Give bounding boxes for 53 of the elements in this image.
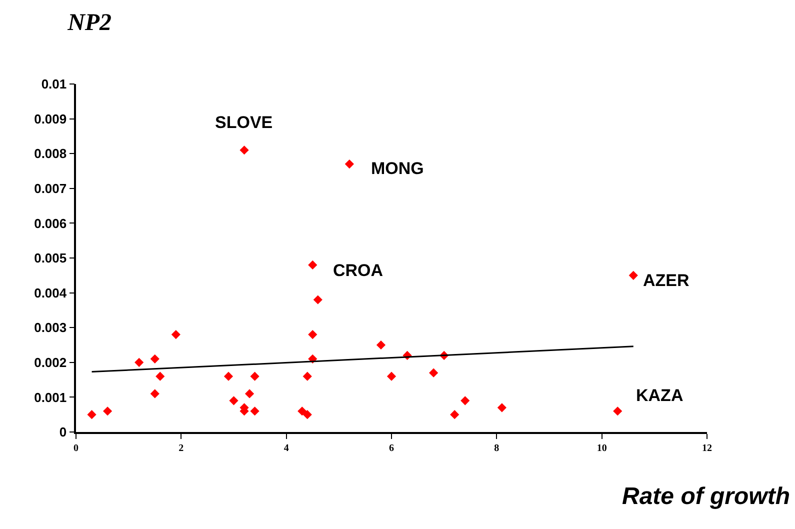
point bbox=[497, 403, 506, 412]
point bbox=[344, 159, 354, 169]
point bbox=[250, 406, 260, 416]
annotation: AZER bbox=[643, 271, 690, 290]
point bbox=[308, 330, 318, 340]
point bbox=[302, 372, 312, 381]
x-tick-label: 6 bbox=[389, 442, 394, 454]
y-tick-label: 0.007 bbox=[34, 180, 67, 196]
y-tick-label: 0.008 bbox=[34, 146, 67, 162]
annotation: KAZA bbox=[636, 386, 684, 405]
point bbox=[171, 330, 180, 340]
annotation: MONG bbox=[371, 159, 424, 178]
point bbox=[244, 389, 254, 398]
y-tick-label: 0.003 bbox=[34, 320, 67, 336]
point bbox=[429, 368, 438, 378]
point bbox=[460, 396, 470, 406]
point bbox=[308, 260, 318, 270]
point bbox=[150, 354, 160, 364]
point bbox=[313, 295, 322, 304]
point bbox=[134, 358, 144, 367]
x-tick-label: 12 bbox=[702, 442, 712, 454]
point bbox=[376, 340, 386, 350]
y-tick-label: 0.006 bbox=[34, 216, 67, 231]
point bbox=[302, 410, 312, 420]
point bbox=[450, 410, 460, 420]
annotation: SLOVE bbox=[215, 113, 273, 132]
point bbox=[87, 410, 96, 420]
y-tick-label: 0.004 bbox=[34, 285, 68, 300]
y-tick-label: 0 bbox=[59, 424, 67, 440]
point bbox=[103, 406, 112, 416]
x-tick-label: 10 bbox=[596, 442, 607, 454]
point bbox=[240, 146, 249, 155]
y-tick-label: 0.001 bbox=[34, 390, 67, 405]
annotation: CROA bbox=[333, 261, 384, 280]
point bbox=[613, 406, 622, 416]
y-tick-label: 0.009 bbox=[34, 111, 67, 126]
point bbox=[150, 389, 160, 398]
point bbox=[229, 396, 238, 406]
point bbox=[156, 372, 165, 381]
point bbox=[298, 406, 307, 416]
chart-title: NP2 bbox=[66, 10, 112, 36]
x-tick-label: 0 bbox=[74, 442, 78, 454]
point bbox=[250, 372, 260, 381]
y-tick-label: 0.01 bbox=[41, 76, 67, 92]
y-tick-label: 0.005 bbox=[34, 250, 67, 266]
x-axis-title: Rate of growth bbox=[622, 483, 790, 510]
x-tick-label: 8 bbox=[494, 442, 500, 454]
point bbox=[628, 270, 638, 280]
x-tick-label: 2 bbox=[178, 442, 184, 454]
point bbox=[386, 372, 396, 381]
point bbox=[224, 372, 234, 381]
x-tick-label: 4 bbox=[284, 442, 289, 454]
y-tick-label: 0.002 bbox=[34, 354, 67, 370]
